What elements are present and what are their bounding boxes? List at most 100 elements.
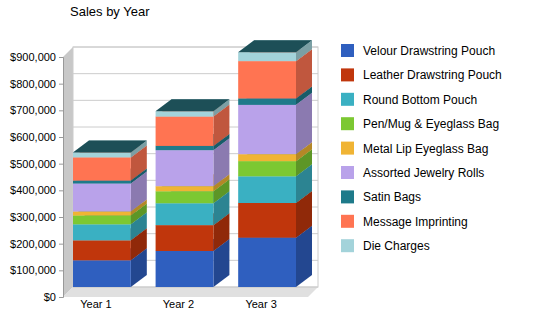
bar <box>73 224 131 240</box>
bar <box>156 150 214 186</box>
bar <box>156 186 214 191</box>
bars <box>73 40 312 287</box>
bar <box>238 176 296 203</box>
tick-label: $700,000 <box>10 104 56 116</box>
legend-label: Round Bottom Pouch <box>363 93 477 107</box>
legend-swatch <box>341 166 354 179</box>
tick: $300,000 <box>10 211 63 223</box>
legend-swatch <box>341 190 354 203</box>
bar <box>73 260 131 287</box>
bar <box>238 238 296 287</box>
tick-label: $200,000 <box>10 238 56 250</box>
tick-mark <box>59 164 63 165</box>
bar-cap <box>156 99 230 111</box>
title: Sales by Year <box>70 4 150 19</box>
tick: Year 3 <box>245 295 276 310</box>
axis-line <box>59 58 64 298</box>
tick-label: $500,000 <box>10 158 56 170</box>
bar <box>156 111 214 116</box>
series <box>73 86 312 183</box>
floor <box>63 287 318 297</box>
bar <box>238 61 296 98</box>
grid <box>73 47 318 287</box>
bar <box>156 191 214 203</box>
tick: $200,000 <box>10 238 63 250</box>
bar <box>73 181 131 184</box>
tick: $700,000 <box>10 104 63 116</box>
legend-label: Assorted Jewelry Rolls <box>363 166 484 180</box>
tick-label: $900,000 <box>10 51 56 63</box>
tick-label: $600,000 <box>10 131 56 143</box>
legend-swatch <box>341 142 354 155</box>
back-wall <box>73 47 318 287</box>
tick-mark <box>59 190 63 191</box>
series <box>73 40 312 157</box>
bar <box>73 153 131 158</box>
tick: $600,000 <box>10 131 63 143</box>
tick-label: $300,000 <box>10 211 56 223</box>
side-wall <box>63 47 73 297</box>
bar <box>156 225 214 251</box>
tick: $500,000 <box>10 158 63 170</box>
bar <box>73 212 131 216</box>
bar-cap <box>73 141 147 153</box>
legend-label: Die Charges <box>363 239 430 253</box>
tick: $100,000 <box>10 264 63 276</box>
tick-label: Year 2 <box>163 298 194 310</box>
bar <box>156 146 214 150</box>
bar-cap <box>238 40 312 52</box>
legend-label: Velour Drawstring Pouch <box>363 44 495 58</box>
tick: $0 <box>44 291 63 303</box>
tick: $900,000 <box>10 51 63 63</box>
tick-mark <box>59 270 63 271</box>
tick-label: $800,000 <box>10 78 56 90</box>
tick-mark <box>59 297 63 298</box>
bar <box>73 216 131 225</box>
tick-mark <box>59 84 63 85</box>
series <box>73 149 312 224</box>
legend-label: Pen/Mug & Eyeglass Bag <box>363 117 499 131</box>
legend-label: Satin Bags <box>363 190 421 204</box>
legend: Velour Drawstring Pouch Leather Drawstrin… <box>341 44 502 253</box>
tick-mark <box>59 244 63 245</box>
bar <box>238 52 296 61</box>
legend-label: Metal Lip Eyeglass Bag <box>363 142 488 156</box>
tick-mark <box>59 57 63 58</box>
legend-swatch <box>341 93 354 106</box>
bar <box>73 240 131 260</box>
y-axis: $0 $100,000 $200,000 $300,000 $400,000 $500,0… <box>10 51 63 303</box>
tick-mark <box>59 110 63 111</box>
bar <box>156 203 214 225</box>
tick-mark <box>59 137 63 138</box>
x-axis: Year 1 Year 2 Year 3 <box>68 295 291 310</box>
tick-label: $100,000 <box>10 264 56 276</box>
tick-label: $400,000 <box>10 184 56 196</box>
tick: $400,000 <box>10 184 63 196</box>
bar <box>73 157 131 180</box>
series <box>73 93 312 212</box>
bar <box>156 251 214 287</box>
legend-swatch <box>341 239 354 252</box>
bar <box>238 203 296 238</box>
tick-label: Year 3 <box>245 298 276 310</box>
axis-line <box>68 295 291 296</box>
tick-label: Year 1 <box>80 298 111 310</box>
legend-swatch <box>341 117 354 130</box>
legend-label: Message Imprinting <box>363 215 468 229</box>
tick: $800,000 <box>10 78 63 90</box>
legend-label: Leather Drawstring Pouch <box>363 68 502 82</box>
bar <box>238 154 296 161</box>
tick: Year 2 <box>163 295 194 310</box>
bar-top <box>156 99 230 111</box>
bar <box>156 117 214 146</box>
bar <box>73 184 131 212</box>
bar <box>238 161 296 176</box>
bar-top <box>73 141 147 153</box>
bar <box>238 98 296 104</box>
legend-swatch <box>341 44 354 57</box>
legend-swatch <box>341 68 354 81</box>
series <box>73 49 312 180</box>
tick-label: $0 <box>44 291 56 303</box>
tick-mark <box>59 217 63 218</box>
legend-swatch <box>341 215 354 228</box>
